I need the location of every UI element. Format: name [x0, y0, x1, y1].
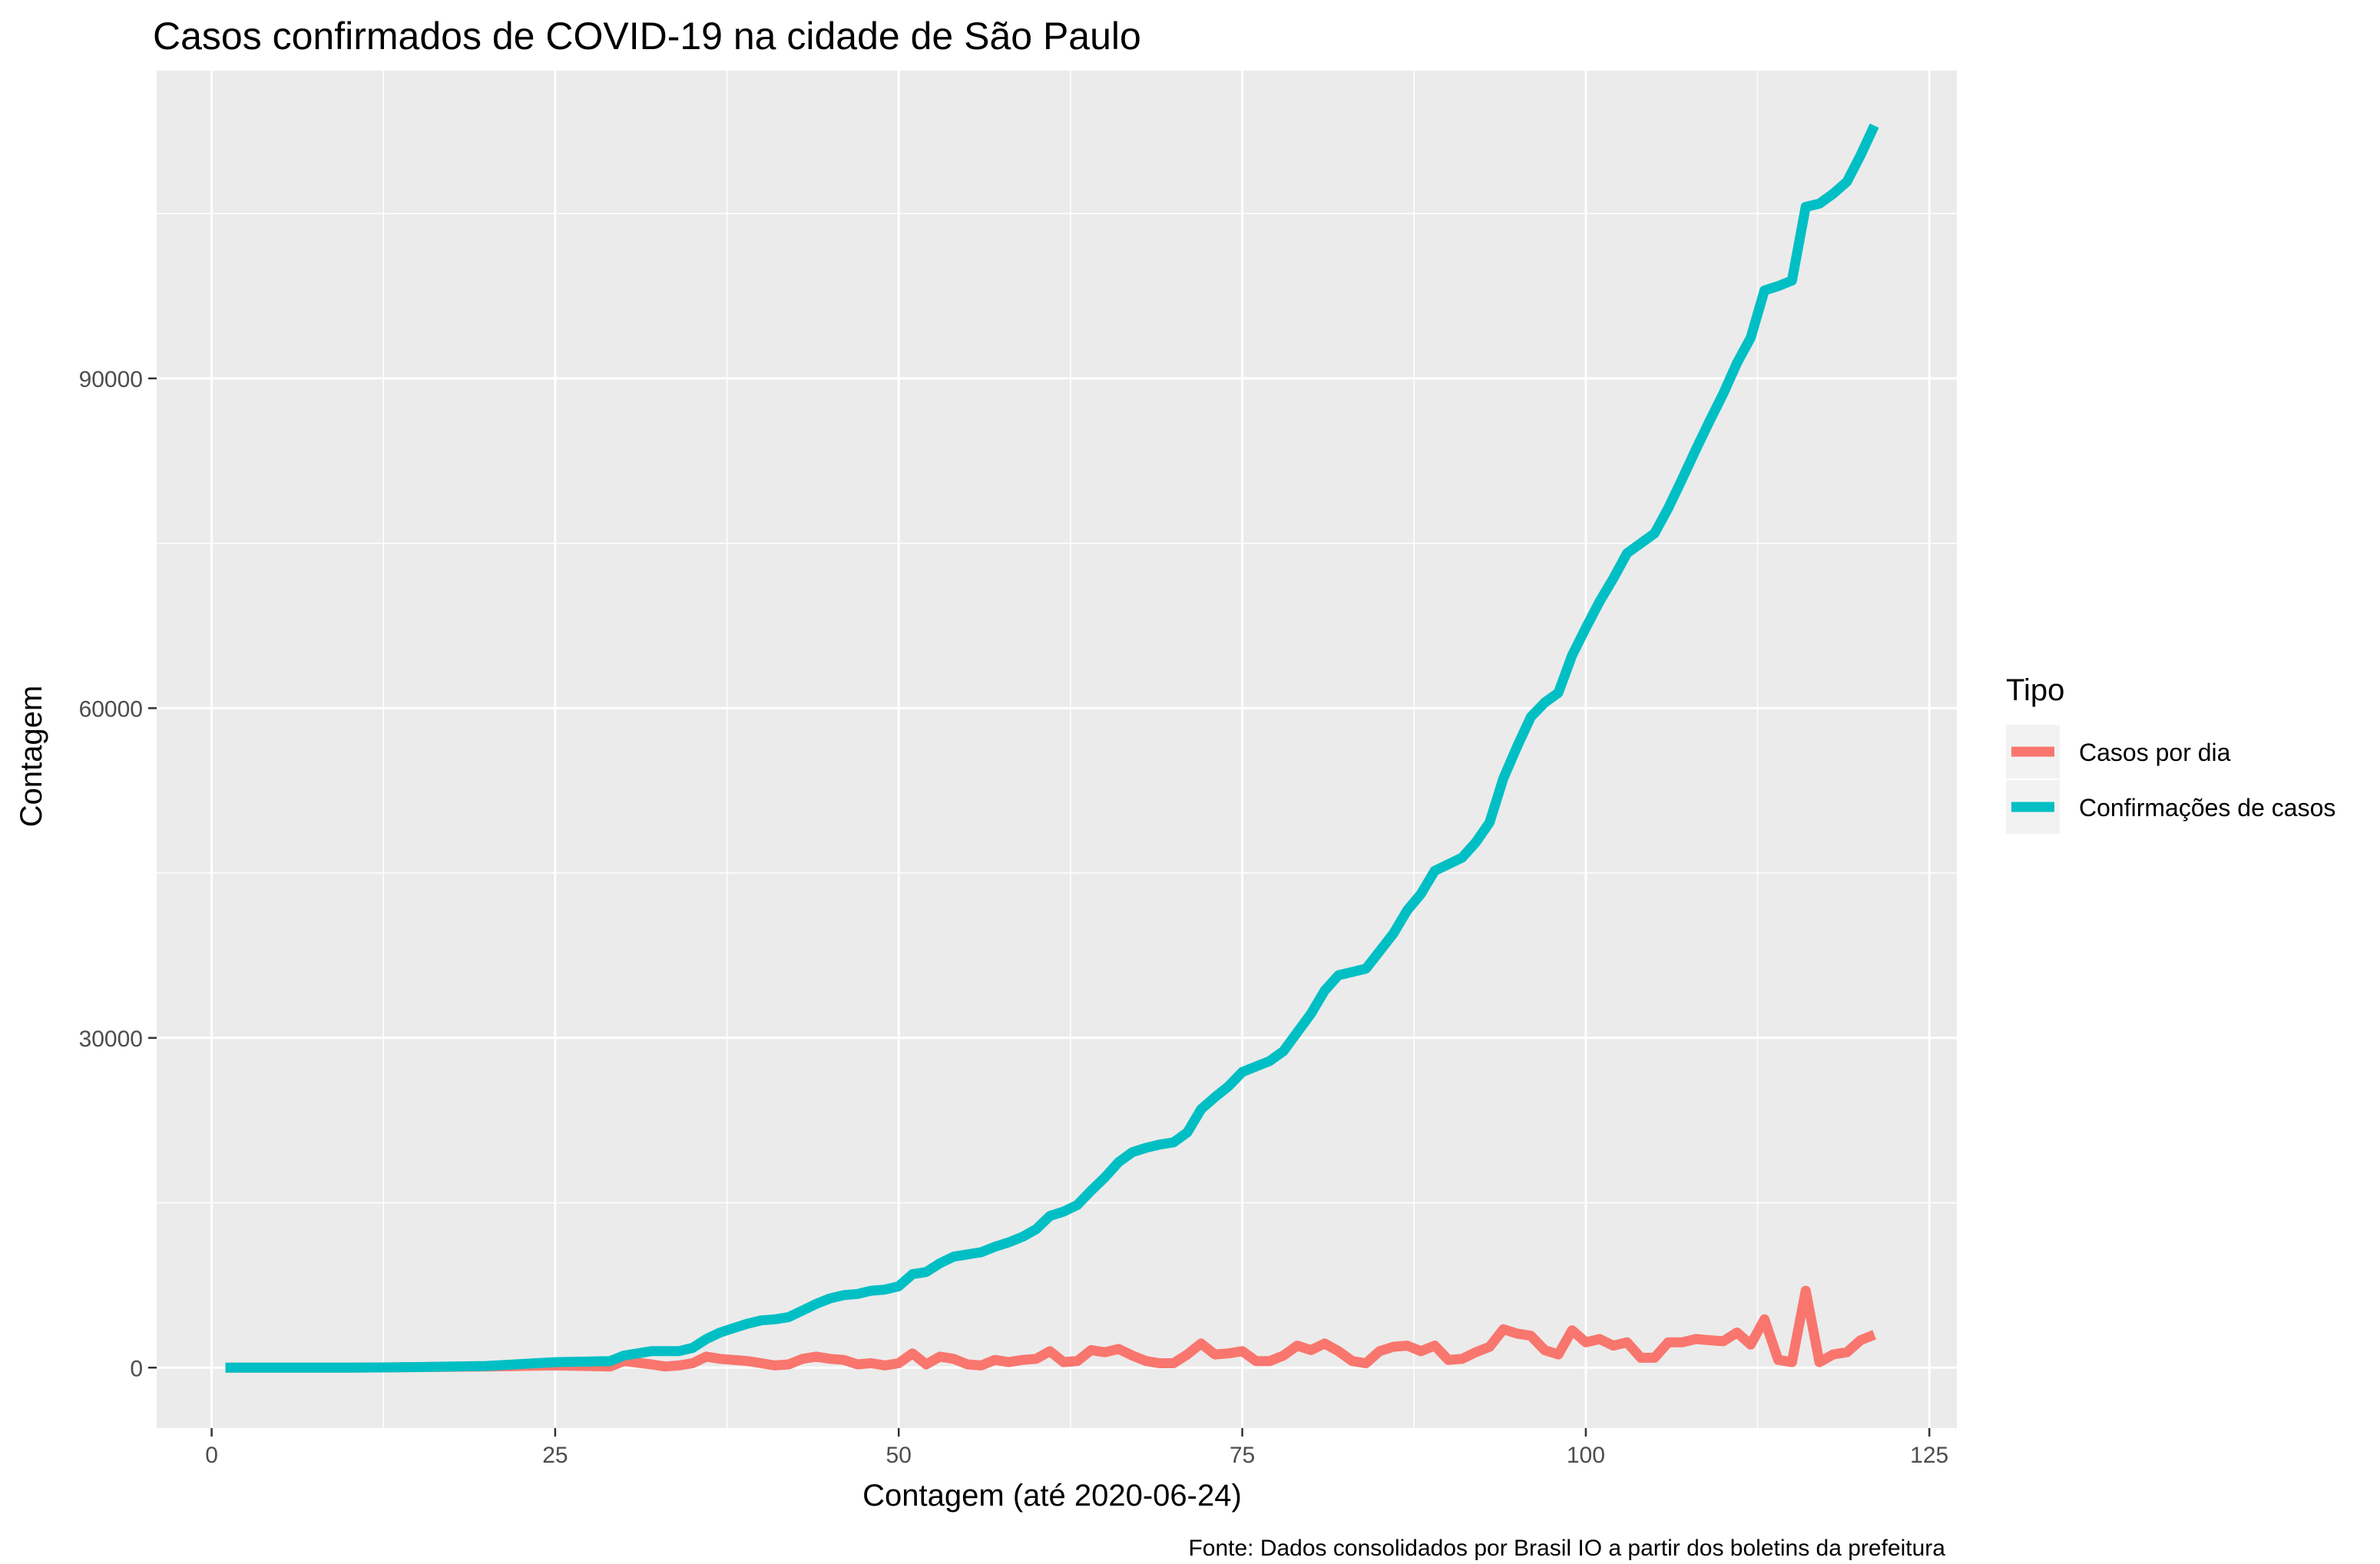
x-tick-label: 100: [1567, 1443, 1605, 1468]
grid-major: [157, 71, 1957, 1428]
x-axis: 0 25 50 75 100 125: [205, 1428, 1948, 1468]
plot-panel: [157, 71, 1957, 1428]
y-tick-label: 90000: [79, 367, 143, 392]
y-tick-label: 0: [130, 1356, 143, 1381]
series-confirmacoes-de-casos: [225, 123, 1879, 1373]
y-axis: 0 30000 60000 90000: [79, 367, 157, 1381]
y-axis-title: Contagem: [15, 686, 48, 828]
series-layer: [225, 123, 1879, 1373]
grid-minor: [157, 71, 1957, 1428]
legend-label-casos-por-dia: Casos por dia: [2079, 739, 2231, 766]
legend: Tipo Casos por dia Confirmações de casos: [2006, 673, 2335, 834]
legend-label-confirmacoes-de-casos: Confirmações de casos: [2079, 794, 2335, 822]
x-axis-title: Contagem (até 2020-06-24): [862, 1479, 1242, 1513]
x-tick-label: 125: [1910, 1443, 1948, 1468]
legend-item-casos-por-dia: Casos por dia: [2006, 725, 2231, 779]
chart-caption: Fonte: Dados consolidados por Brasil IO …: [1188, 1536, 1945, 1561]
x-tick-label: 75: [1230, 1443, 1255, 1468]
legend-item-confirmacoes-de-casos: Confirmações de casos: [2006, 780, 2335, 834]
x-tick-label: 0: [205, 1443, 218, 1468]
x-tick-label: 50: [886, 1443, 912, 1468]
y-tick-label: 60000: [79, 696, 143, 722]
x-tick-label: 25: [542, 1443, 568, 1468]
legend-title: Tipo: [2006, 673, 2064, 707]
series-casos-por-dia: [225, 1285, 1877, 1373]
chart-title: Casos confirmados de COVID-19 na cidade …: [153, 15, 1141, 58]
y-tick-label: 30000: [79, 1027, 143, 1052]
